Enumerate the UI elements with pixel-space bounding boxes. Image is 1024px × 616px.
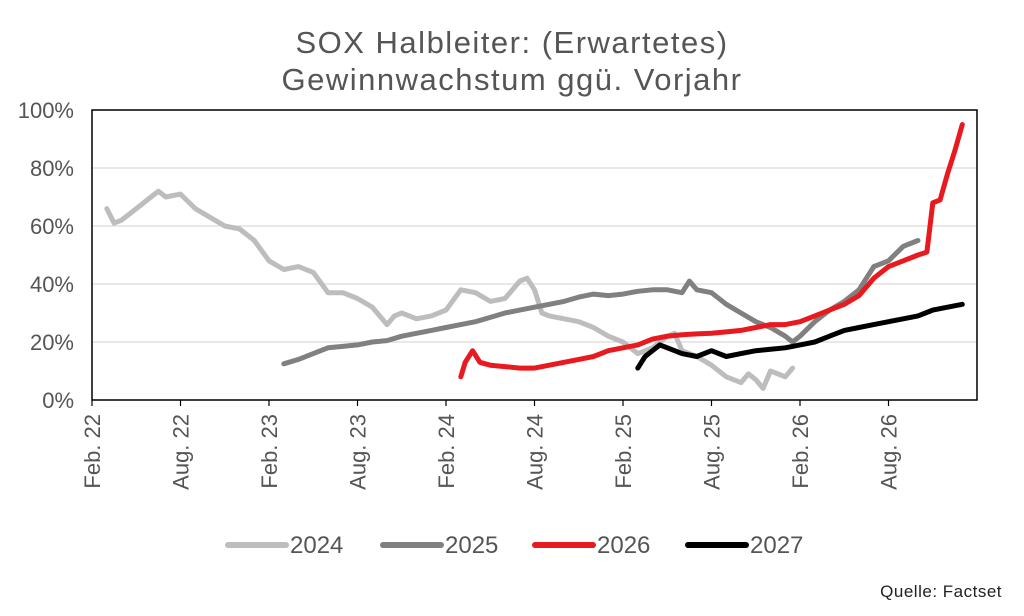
legend-label-2025: 2025 [445,532,498,559]
legend: 2024 2025 2026 2027 [225,532,803,559]
chart-title-line-2: Gewinnwachstum ggü. Vorjahr [281,62,743,97]
x-tick-label: Feb. 25 [611,414,636,489]
x-tick-label: Feb. 24 [434,414,459,489]
source-note: Quelle: Factset [880,582,1002,601]
series-group [104,122,965,391]
y-axis-tick-labels: 0% 20% 40% 60% 80% 100% [18,98,74,413]
series-line-2026 [458,122,965,380]
y-tick-label: 80% [30,156,74,181]
x-tick-label: Aug. 25 [700,414,725,490]
y-tick-label: 0% [42,388,74,413]
x-tick-label: Feb. 23 [257,414,282,489]
y-tick-label: 40% [30,272,74,297]
series-line-2024 [104,188,796,391]
series-line-2027 [635,301,965,371]
x-tick-label: Aug. 26 [877,414,902,490]
y-tick-label: 100% [18,98,74,123]
plot-area-frame [91,109,978,401]
legend-label-2024: 2024 [290,532,343,559]
x-axis-tick-labels: Feb. 22 Aug. 22 Feb. 23 Aug. 23 Feb. 24 Aug. … [80,400,902,490]
x-tick-label: Aug. 22 [169,414,194,490]
chart-title: SOX Halbleiter: (Erwartetes) Gewinnwachs… [0,24,1024,98]
legend-label-2027: 2027 [750,532,803,559]
x-tick-label: Feb. 26 [788,414,813,489]
chart-title-line-1: SOX Halbleiter: (Erwartetes) [295,25,729,60]
y-tick-label: 60% [30,214,74,239]
y-tick-label: 20% [30,330,74,355]
gridlines [92,109,977,401]
x-tick-label: Aug. 23 [346,414,371,490]
legend-label-2026: 2026 [597,532,650,559]
x-tick-label: Feb. 22 [80,414,105,489]
x-tick-label: Aug. 24 [523,414,548,490]
series-line-2025 [281,238,921,367]
